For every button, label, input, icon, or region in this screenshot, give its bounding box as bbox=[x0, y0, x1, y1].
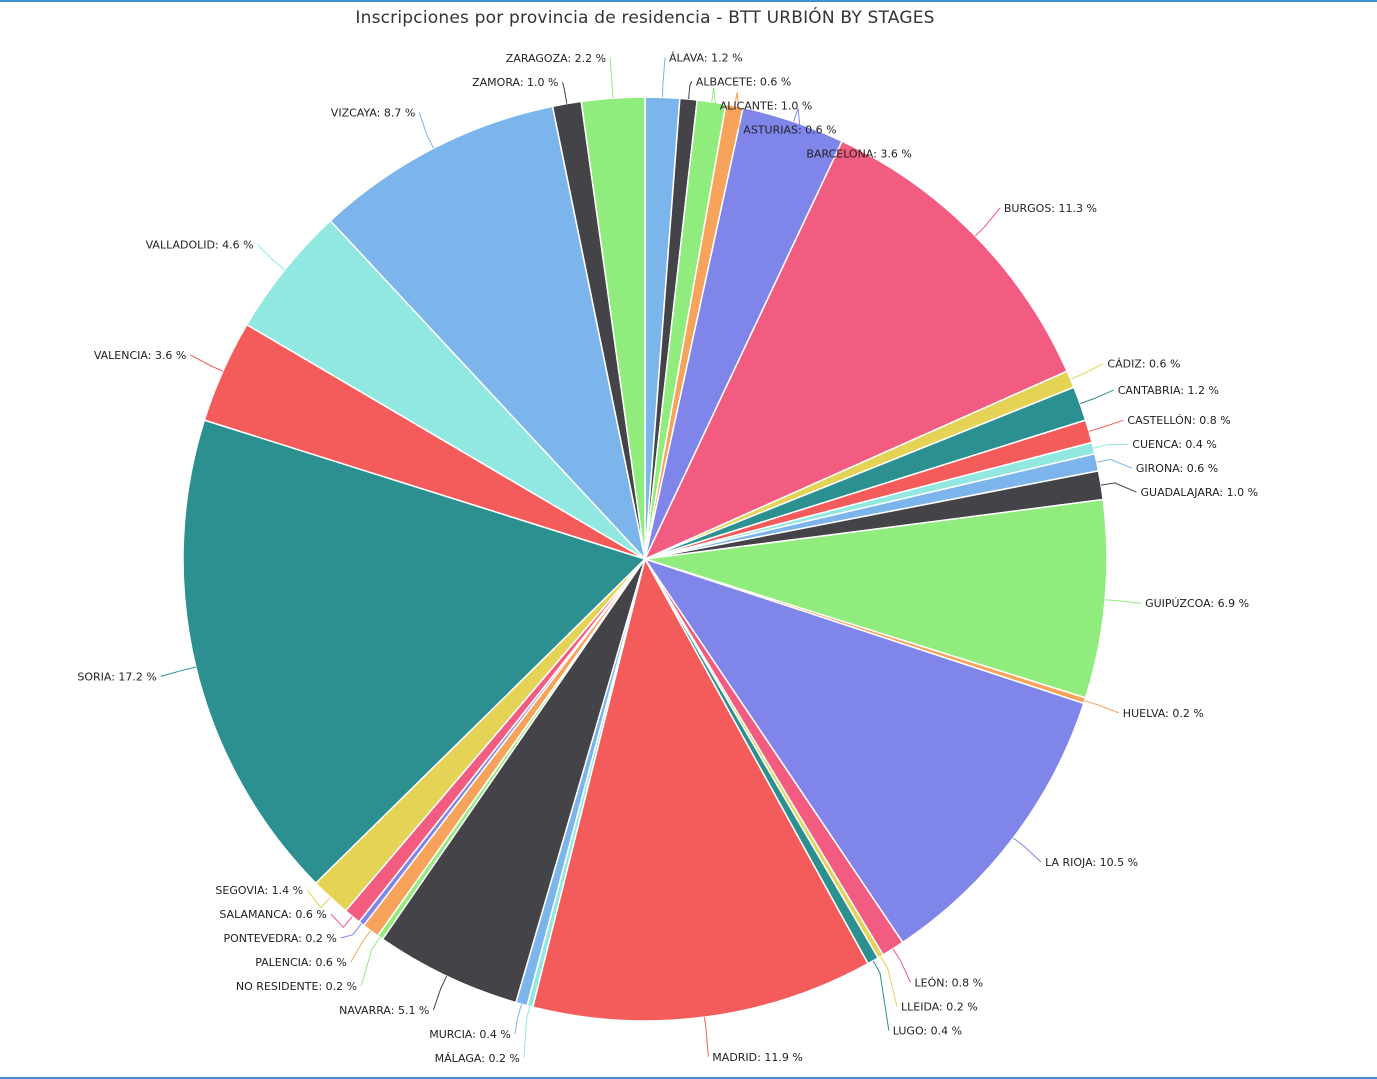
connector-barcelona bbox=[793, 108, 803, 154]
pie-slice-vizcaya[interactable] bbox=[329, 105, 646, 560]
slice-label-no-residente: NO RESIDENTE: 0.2 % bbox=[236, 980, 357, 993]
connector-lleida bbox=[880, 956, 898, 1007]
label-connectors bbox=[160, 57, 1142, 1059]
slice-label-la-rioja: LA RIOJA: 10.5 % bbox=[1045, 856, 1138, 869]
slice-label-vizcaya: VIZCAYA: 8.7 % bbox=[331, 107, 416, 120]
slice-label-burgos: BURGOS: 11.3 % bbox=[1004, 202, 1097, 215]
connector-cuenca bbox=[1093, 443, 1129, 449]
connector-pontevedra bbox=[340, 923, 362, 939]
slice-label-barcelona: BARCELONA: 3.6 % bbox=[806, 147, 911, 160]
connector-palencia bbox=[350, 930, 372, 963]
slice-label-murcia: MURCIA: 0.4 % bbox=[429, 1028, 511, 1041]
slice-label-palencia: PALENCIA: 0.6 % bbox=[255, 956, 347, 969]
pie-slice-soria[interactable] bbox=[182, 419, 646, 884]
connector-guadalajara bbox=[1101, 482, 1137, 493]
slice-label-segovia: SEGOVIA: 1.4 % bbox=[215, 884, 303, 897]
connector-no-residente bbox=[360, 937, 381, 987]
slice-label-salamanca: SALAMANCA: 0.6 % bbox=[219, 908, 327, 921]
slice-label-alicante: ALICANTE: 1.0 % bbox=[720, 99, 813, 112]
pie-slices bbox=[182, 96, 1108, 1022]
connector-zamora bbox=[562, 82, 568, 104]
slice-label-castellon: CASTELLÓN: 0.8 % bbox=[1127, 414, 1230, 427]
pie-slice-navarra[interactable] bbox=[381, 558, 646, 1004]
connector-cadiz bbox=[1070, 363, 1104, 380]
slice-label-zamora: ZAMORA: 1.0 % bbox=[472, 76, 558, 89]
slice-label-zaragoza: ZARAGOZA: 2.2 % bbox=[506, 52, 606, 65]
connector-alicante bbox=[711, 87, 717, 106]
slice-label-lugo: LUGO: 0.4 % bbox=[893, 1025, 962, 1038]
pie-slice-burgos[interactable] bbox=[644, 140, 1068, 560]
connector-girona bbox=[1096, 458, 1133, 469]
connector-alava bbox=[661, 57, 666, 98]
slice-label-guipuzcoa: GUIPÚZCOA: 6.9 % bbox=[1145, 597, 1249, 610]
slice-label-albacete: ALBACETE: 0.6 % bbox=[696, 75, 791, 88]
connector-asturias bbox=[734, 91, 740, 130]
slice-label-lleida: LLEIDA: 0.2 % bbox=[901, 1001, 978, 1014]
connector-guipuzcoa bbox=[1105, 599, 1142, 604]
connector-la-rioja bbox=[1012, 837, 1042, 863]
slice-label-cadiz: CÁDIZ: 0.6 % bbox=[1107, 358, 1180, 371]
slice-label-cantabria: CANTABRIA: 1.2 % bbox=[1118, 384, 1219, 397]
slice-labels: ÁLAVA: 1.2 % ALBACETE: 0.6 % ALICANTE: 1.0… bbox=[77, 51, 1258, 1065]
connector-albacete bbox=[688, 81, 693, 100]
connector-malaga bbox=[523, 1006, 531, 1059]
connector-vizcaya bbox=[418, 112, 435, 149]
connector-huelva bbox=[1084, 700, 1119, 714]
connector-castellon bbox=[1088, 419, 1124, 432]
slice-label-huelva: HUELVA: 0.2 % bbox=[1123, 707, 1204, 720]
slice-label-leon: LEÓN: 0.8 % bbox=[915, 977, 984, 990]
connector-salamanca bbox=[330, 913, 353, 928]
slice-label-navarra: NAVARRA: 5.1 % bbox=[339, 1004, 429, 1017]
connector-zaragoza bbox=[609, 58, 614, 99]
connector-segovia bbox=[306, 889, 331, 909]
slice-label-madrid: MADRID: 11.9 % bbox=[712, 1051, 803, 1064]
slice-label-malaga: MÁLAGA: 0.2 % bbox=[435, 1052, 520, 1065]
connector-madrid bbox=[704, 1017, 709, 1057]
connector-navarra bbox=[432, 975, 448, 1011]
connector-soria bbox=[160, 666, 196, 677]
slice-label-valencia: VALENCIA: 3.6 % bbox=[94, 349, 187, 362]
slice-label-pontevedra: PONTEVEDRA: 0.2 % bbox=[223, 932, 336, 945]
pie-slice-zaragoza[interactable] bbox=[580, 96, 646, 560]
connector-valencia bbox=[190, 354, 224, 372]
slice-label-guadalajara: GUADALAJARA: 1.0 % bbox=[1141, 486, 1259, 499]
connector-lugo bbox=[872, 960, 890, 1031]
connector-burgos bbox=[974, 207, 1001, 237]
connector-leon bbox=[892, 948, 911, 983]
slice-label-valladolid: VALLADOLID: 4.6 % bbox=[146, 239, 254, 252]
connector-murcia bbox=[514, 1004, 522, 1035]
slice-label-cuenca: CUENCA: 0.4 % bbox=[1132, 438, 1217, 451]
slice-label-alava: ÁLAVA: 1.2 % bbox=[669, 51, 743, 64]
slice-label-asturias: ASTURIAS: 0.6 % bbox=[743, 123, 836, 136]
connector-valladolid bbox=[257, 244, 286, 271]
slice-label-girona: GIRONA: 0.6 % bbox=[1136, 462, 1218, 475]
connector-cantabria bbox=[1079, 389, 1114, 405]
chart-title: Inscripciones por provincia de residenci… bbox=[355, 8, 935, 28]
slice-label-soria: SORIA: 17.2 % bbox=[77, 670, 157, 683]
